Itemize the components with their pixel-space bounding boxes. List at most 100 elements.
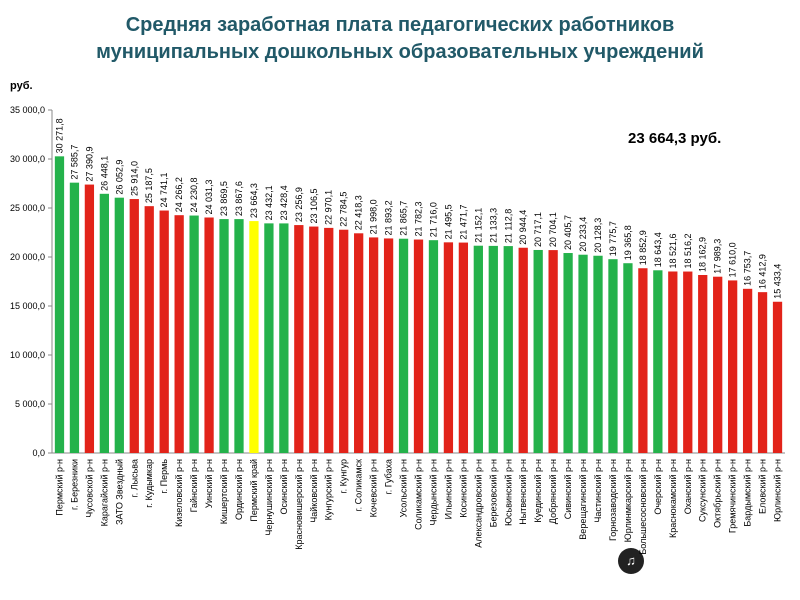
average-callout: 23 664,3 руб. — [628, 130, 722, 147]
chart-title: Средняя заработная плата педагогических … — [0, 12, 800, 66]
x-category-label: Большесосновский р-н — [638, 459, 648, 555]
bar-value-label: 27 390,9 — [84, 147, 94, 182]
bar — [608, 259, 618, 453]
x-category-label: Юрлинский р-н — [773, 459, 783, 522]
bar-value-label: 18 521,6 — [668, 233, 678, 268]
x-category-label: Березовский р-н — [488, 459, 498, 527]
bar — [742, 288, 753, 453]
bar-value-label: 21 112,8 — [503, 209, 513, 243]
bar-value-label: 24 741,1 — [159, 172, 169, 207]
bar — [219, 219, 229, 453]
x-category-label: Гремячинский р-н — [728, 459, 738, 533]
bar — [354, 233, 364, 453]
y-tick-label: 10 000,0 — [10, 350, 45, 360]
x-category-label: г. Кудымкар — [144, 459, 154, 508]
bar-value-label: 20 704,1 — [548, 212, 558, 247]
bar — [234, 219, 244, 453]
x-category-label: Частинский р-н — [593, 459, 603, 523]
x-category-label: Александровский р-н — [473, 459, 483, 548]
bar — [249, 221, 259, 453]
bar-value-label: 27 585,7 — [69, 145, 79, 180]
x-category-label: Краснокамский р-н — [668, 459, 678, 538]
x-category-label: Гайнский р-н — [189, 459, 199, 512]
bar-value-label: 22 418,3 — [354, 195, 364, 230]
bar-value-label: 23 867,6 — [234, 181, 244, 216]
bar — [99, 193, 109, 453]
bar — [772, 301, 783, 453]
bar — [309, 226, 319, 453]
y-axis-unit-label: руб. — [10, 80, 33, 92]
bar — [174, 215, 184, 453]
x-category-label: Суксунский р-н — [698, 459, 708, 522]
chart-title-line1: Средняя заработная плата педагогических … — [125, 14, 675, 36]
bar — [593, 255, 603, 453]
x-category-label: Уинский р-н — [204, 459, 214, 508]
bar-value-label: 23 432,1 — [264, 185, 274, 220]
y-tick-label: 30 000,0 — [10, 154, 45, 164]
bar-value-label: 24 230,8 — [189, 177, 199, 212]
x-category-label: Кочевский р-н — [369, 459, 379, 517]
x-category-label: Юсьвинский р-н — [503, 459, 513, 526]
x-category-label: Пермский край — [249, 459, 259, 522]
bar-value-label: 22 784,5 — [339, 192, 349, 227]
bar-value-label: 18 852,9 — [638, 230, 648, 265]
x-category-label: Ординский р-н — [234, 459, 244, 520]
bar — [533, 249, 543, 453]
x-category-label: г. Губаха — [384, 459, 394, 494]
bar-value-label: 26 448,1 — [99, 156, 109, 191]
bar — [368, 237, 379, 453]
bar-value-label: 21 865,7 — [399, 201, 409, 236]
bar — [623, 263, 633, 453]
bar-value-label: 21 495,5 — [443, 204, 453, 239]
bar — [488, 245, 498, 453]
bar-value-label: 21 133,3 — [488, 208, 498, 243]
x-category-label: ЗАТО Звездный — [114, 459, 124, 525]
bar-value-label: 24 031,3 — [204, 179, 214, 214]
x-category-label: Чусовской р-н — [84, 459, 94, 518]
bar — [518, 247, 528, 453]
bar — [324, 227, 334, 453]
bar — [189, 215, 199, 453]
bar — [54, 156, 65, 453]
bar-value-label: 19 775,7 — [608, 221, 618, 256]
bar-value-label: 20 233,4 — [578, 217, 588, 252]
bar-value-label: 25 187,5 — [144, 168, 154, 203]
x-category-label: Кунгурский р-н — [324, 459, 334, 520]
bar-value-label: 21 152,1 — [473, 208, 483, 243]
x-category-label: Соликамский р-н — [414, 459, 424, 530]
x-category-label: Нытвенский р-н — [518, 459, 528, 525]
bar — [503, 246, 513, 453]
x-category-label: Чайковский р-н — [309, 459, 319, 523]
x-category-label: Карагайский р-н — [99, 459, 109, 526]
bar — [339, 229, 349, 453]
bar — [294, 225, 304, 453]
bar — [563, 253, 573, 453]
bar-value-label: 15 433,4 — [773, 264, 783, 299]
bar — [129, 199, 139, 453]
x-category-label: Косинский р-н — [458, 459, 468, 518]
x-category-label: Октябрьский р-н — [713, 459, 723, 528]
bar-value-label: 24 266,2 — [174, 177, 184, 212]
bar — [638, 268, 648, 453]
x-category-label: Пермский р-н — [54, 459, 64, 516]
bar-value-label: 16 753,7 — [743, 251, 753, 286]
bar — [279, 223, 289, 453]
bar-value-label: 21 782,3 — [414, 201, 424, 236]
bar — [69, 182, 80, 453]
x-category-label: Горнозаводский р-н — [608, 459, 618, 541]
bar-value-label: 23 869,5 — [219, 181, 229, 216]
x-category-label: Сивинский р-н — [563, 459, 573, 519]
bar — [473, 245, 483, 453]
x-category-label: Еловский р-н — [758, 459, 768, 514]
bar — [757, 292, 768, 453]
bar-value-label: 18 516,2 — [683, 233, 693, 268]
bar — [413, 239, 424, 453]
x-category-label: г. Кунгур — [339, 459, 349, 494]
bar — [578, 254, 588, 453]
x-category-label: Очерский р-н — [653, 459, 663, 515]
x-category-label: Чердынский р-н — [428, 459, 438, 525]
bar-value-label: 18 162,9 — [698, 237, 708, 272]
y-tick-label: 35 000,0 — [10, 105, 45, 115]
y-tick-label: 5 000,0 — [15, 399, 45, 409]
